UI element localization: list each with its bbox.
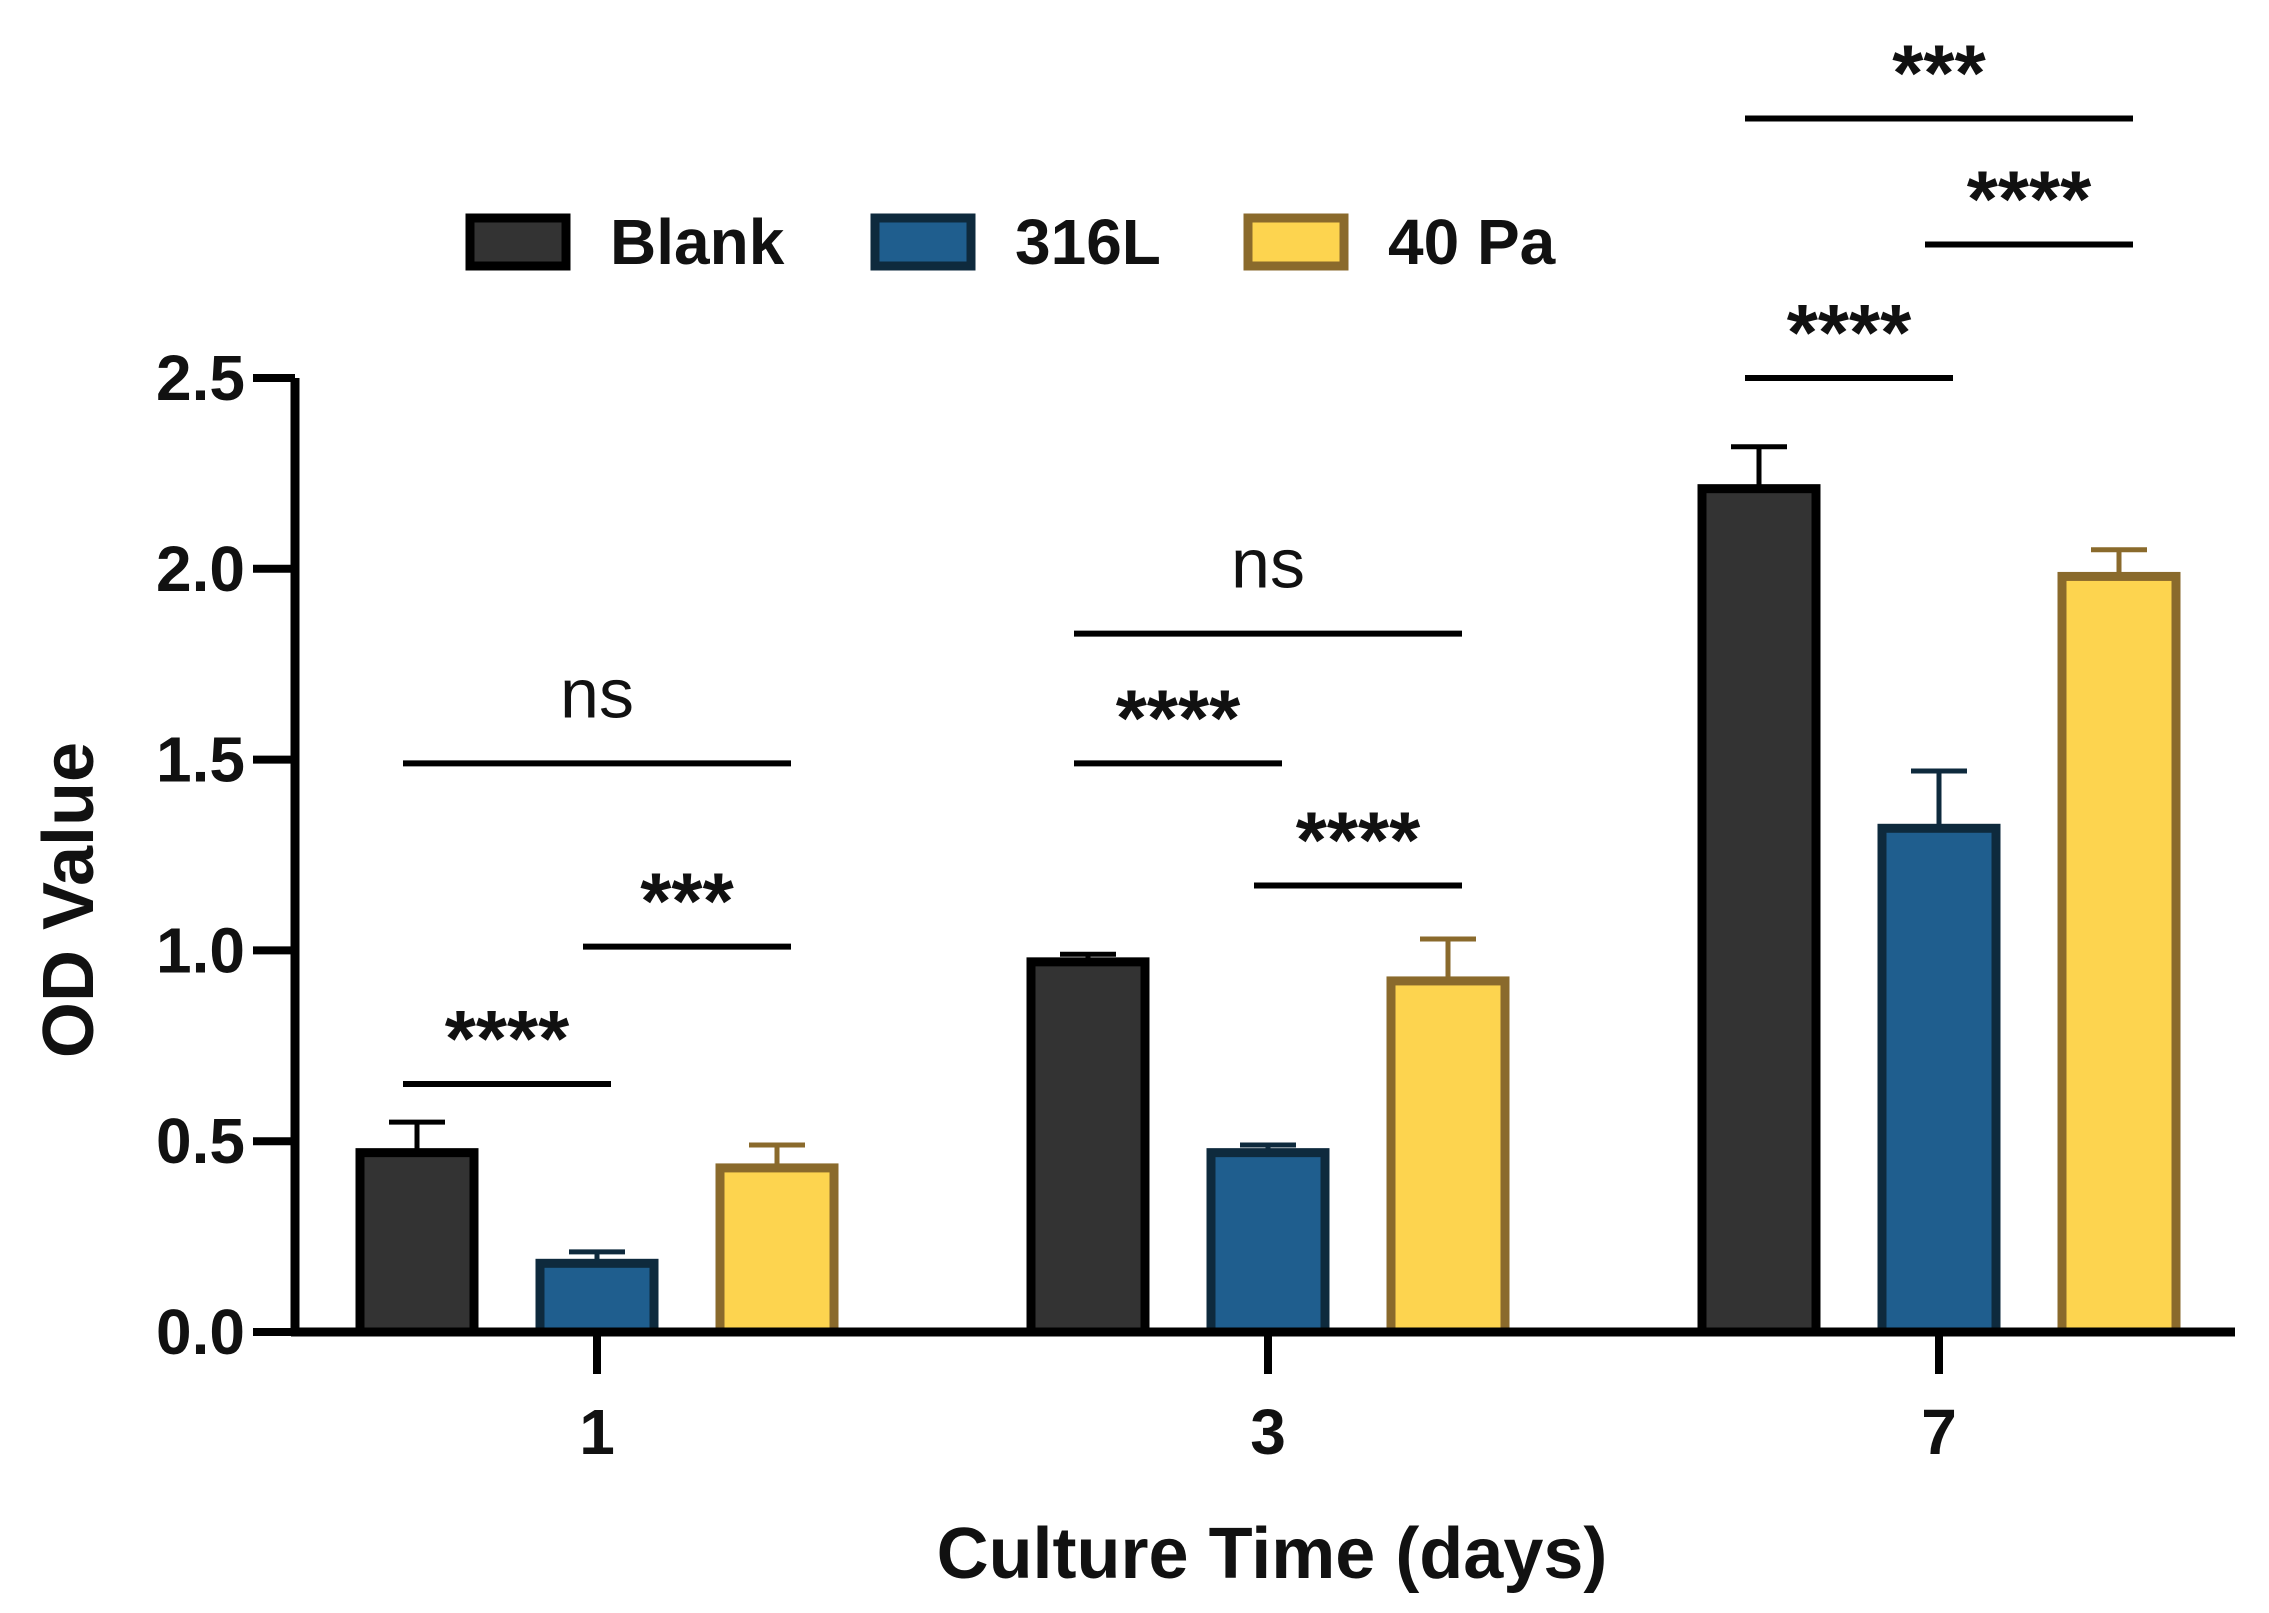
legend-swatch-316l	[870, 213, 976, 271]
significance-label-4: ****	[1296, 796, 1421, 885]
significance-annotations: *******ns ********ns***********	[403, 29, 2133, 1087]
significance-label-6: ****	[1787, 288, 1912, 377]
bar-40-pa-day-7	[2057, 571, 2181, 1337]
legend-swatch-blank	[465, 213, 571, 271]
bar-blank-day-3	[1026, 957, 1150, 1337]
y-tick-label-0.0: 0.0	[156, 1296, 245, 1368]
bar-blank-day-1	[355, 1148, 479, 1337]
axes: 0.0 0.5 1.0 1.5 2.0 2.5 1 3 7	[156, 342, 2235, 1468]
bars	[355, 444, 2181, 1337]
legend-label-blank: Blank	[610, 206, 785, 278]
significance-label-7: ****	[1967, 154, 2092, 243]
bar-40-pa-day-1	[715, 1163, 839, 1337]
significance-label-2: ns	[560, 654, 634, 732]
bar-40-pa-day-3	[1386, 976, 1510, 1337]
legend-label-40-pa: 40 Pa	[1388, 206, 1556, 278]
bar-blank-day-7	[1697, 484, 1821, 1337]
significance-label-0: ****	[445, 994, 570, 1083]
x-tick-label-1: 1	[579, 1396, 615, 1468]
x-axis-title: Culture Time (days)	[937, 1514, 1608, 1594]
legend: Blank 316L 40 Pa	[465, 206, 1556, 278]
legend-swatch-40-pa	[1243, 213, 1349, 271]
significance-label-5: ns	[1231, 525, 1305, 603]
y-tick-label-0.5: 0.5	[156, 1105, 245, 1177]
y-tick-label-2.5: 2.5	[156, 342, 245, 414]
x-tick-label-7: 7	[1921, 1396, 1957, 1468]
y-tick-label-1.5: 1.5	[156, 724, 245, 796]
y-tick-label-2.0: 2.0	[156, 533, 245, 605]
significance-label-8: ***	[1892, 29, 1986, 118]
x-tick-label-3: 3	[1250, 1396, 1286, 1468]
significance-label-3: ****	[1116, 673, 1241, 762]
y-tick-label-1.0: 1.0	[156, 914, 245, 986]
legend-label-316l: 316L	[1015, 206, 1161, 278]
significance-label-1: ***	[640, 857, 734, 946]
bar-316l-day-3	[1206, 1148, 1330, 1337]
bar-316l-day-7	[1877, 823, 2001, 1337]
bar-316l-day-1	[535, 1258, 659, 1337]
y-axis-title: OD Value	[29, 742, 109, 1058]
